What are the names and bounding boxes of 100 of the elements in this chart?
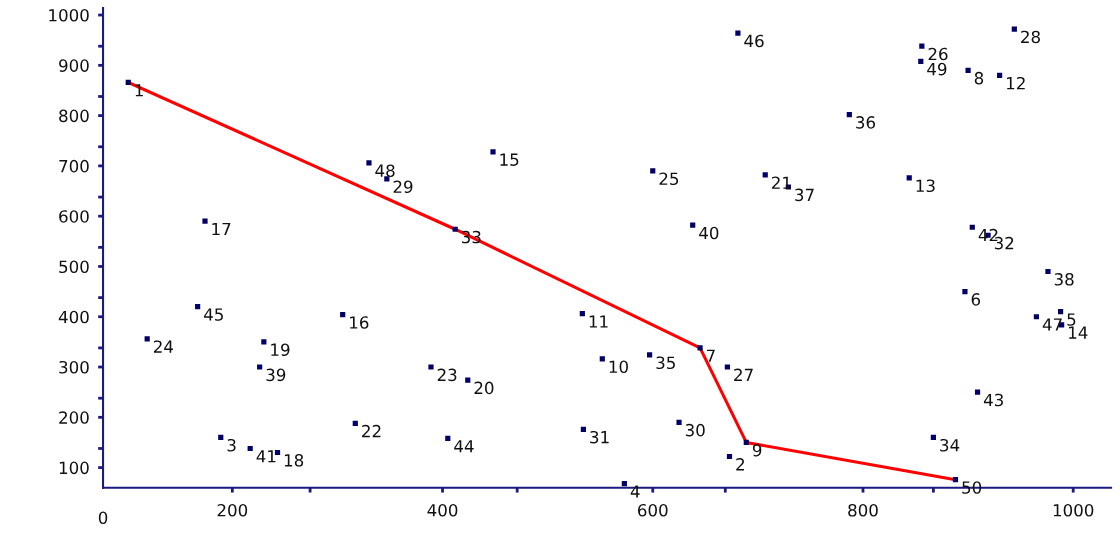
point [952, 477, 959, 483]
annotation: 35 [656, 356, 675, 370]
point [366, 160, 372, 166]
point [257, 364, 263, 370]
y-tick-label: 200 [59, 411, 89, 424]
point [579, 311, 585, 317]
point [247, 445, 253, 452]
annotation: 39 [266, 368, 286, 382]
point [465, 377, 471, 383]
point [218, 434, 224, 441]
annotation: 8 [974, 71, 984, 85]
annotation: 22 [362, 424, 381, 438]
point [974, 389, 981, 395]
annotation: 41 [256, 450, 276, 463]
point [743, 439, 749, 446]
point [919, 43, 925, 49]
annotation: 16 [350, 316, 369, 329]
point [930, 434, 936, 441]
point [195, 304, 201, 310]
annotation: 43 [983, 393, 1003, 407]
y-tick-label: 700 [59, 159, 89, 173]
point [762, 172, 768, 178]
point [997, 72, 1003, 78]
point [724, 364, 730, 370]
point [144, 336, 150, 342]
annotation: 5 [1067, 313, 1076, 326]
annotation: 48 [375, 164, 395, 177]
annotation: 2 [736, 458, 744, 471]
annotation: 18 [284, 454, 304, 467]
point [676, 419, 682, 425]
annotation: 23 [437, 368, 457, 382]
y-tick-label: 1000 [49, 9, 89, 22]
y-tick-label: 100 [59, 461, 89, 475]
point [125, 79, 131, 86]
point [906, 175, 912, 181]
annotation: 12 [1007, 76, 1025, 90]
annotation: 10 [609, 360, 628, 374]
annotation: 15 [500, 153, 519, 166]
y-tick-label: 900 [59, 59, 89, 72]
annotation: 29 [393, 180, 413, 194]
point [1057, 309, 1064, 315]
point [735, 30, 741, 36]
annotation: 30 [685, 423, 705, 437]
x-tick-label: 600 [638, 503, 668, 517]
point [965, 67, 971, 73]
annotation: 17 [212, 222, 231, 236]
point [445, 435, 451, 442]
y-tick-label: 600 [59, 210, 89, 223]
point [621, 481, 627, 487]
point [202, 218, 208, 224]
annotation: 19 [271, 343, 290, 356]
x-tick-label: 1000 [1053, 503, 1094, 517]
annotation: 24 [153, 340, 174, 353]
annotation: 47 [1042, 318, 1062, 331]
point [340, 312, 346, 318]
y-tick-label: 500 [59, 260, 89, 274]
annotation: 40 [699, 226, 719, 240]
annotation: 45 [204, 308, 223, 321]
point [647, 352, 653, 358]
annotation: 3 [227, 438, 236, 452]
point [452, 226, 458, 232]
annotation: 34 [940, 438, 960, 452]
annotation: 28 [1021, 30, 1040, 44]
x-tick-label: 800 [848, 503, 878, 517]
y-tick-label: 800 [59, 109, 89, 123]
point [846, 112, 852, 118]
annotation: 49 [927, 62, 947, 76]
point [697, 345, 703, 351]
x-tick-label: 400 [427, 503, 458, 517]
point [1045, 268, 1051, 275]
point [580, 426, 586, 432]
annotation: 13 [916, 179, 935, 193]
annotation: 44 [454, 440, 474, 453]
point [962, 288, 968, 295]
point [969, 224, 975, 230]
annotation: 7 [706, 349, 715, 362]
text: 0 [98, 511, 108, 525]
point [690, 222, 696, 228]
annotation: 31 [590, 430, 609, 444]
point [599, 356, 605, 362]
annotation: 20 [474, 381, 494, 395]
annotation: 38 [1054, 273, 1074, 286]
point [650, 168, 656, 174]
annotation: 9 [752, 443, 762, 457]
point [726, 453, 733, 460]
annotation: 21 [772, 176, 791, 189]
point [428, 364, 434, 370]
point [261, 339, 267, 345]
annotation: 27 [734, 368, 753, 381]
point [490, 149, 496, 155]
annotation: 14 [1069, 326, 1088, 339]
annotation: 36 [856, 116, 876, 129]
annotation: 46 [744, 34, 764, 48]
point [1011, 26, 1017, 32]
point [1033, 314, 1040, 320]
x-tick-label: 200 [217, 503, 248, 517]
point [352, 420, 358, 426]
annotation: 26 [928, 47, 948, 61]
point [918, 58, 924, 64]
annotation: 25 [659, 172, 679, 186]
